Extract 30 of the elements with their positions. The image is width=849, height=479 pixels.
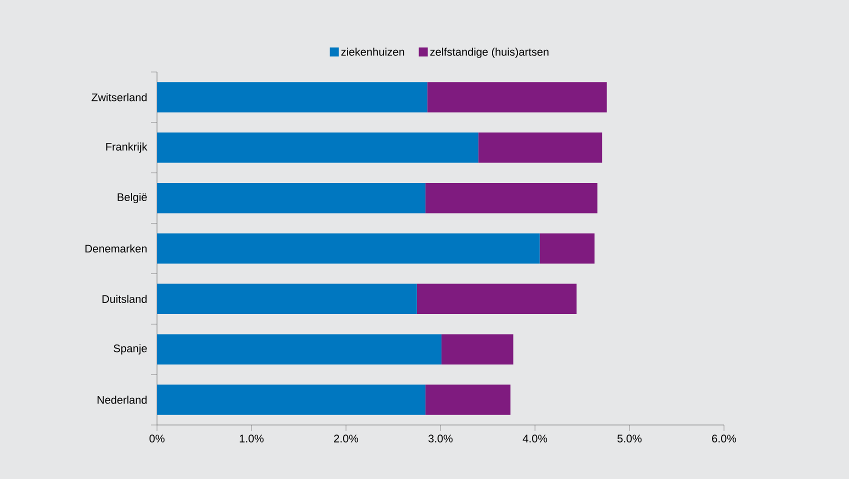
y-tick-label: Nederland	[98, 396, 147, 404]
y-tick-label: Zwitserland	[92, 93, 147, 102]
bar	[427, 82, 607, 112]
bar	[157, 132, 478, 163]
x-tick-label: 0%	[150, 434, 165, 442]
y-tick-label: Duitsland	[102, 294, 147, 303]
y-tick-label: Frankrijk	[106, 142, 148, 153]
bar	[425, 384, 510, 415]
legend-label: ziekenhuizen	[341, 48, 404, 56]
bar	[478, 132, 602, 163]
bar	[157, 182, 426, 214]
y-tick-label: Spanje	[114, 344, 147, 354]
bar	[157, 284, 417, 314]
bar	[540, 233, 595, 264]
bar	[157, 384, 426, 415]
bar	[425, 182, 598, 214]
legend-label: zelfstandige (huis)artsen	[430, 48, 548, 58]
y-tick-label: Denemarken	[85, 244, 147, 253]
x-tick-label: 2.0%	[334, 434, 358, 442]
x-tick-label: 5.0%	[617, 434, 642, 442]
bar	[416, 284, 577, 314]
x-tick-label: 4.0%	[522, 434, 548, 442]
x-tick-label: 3.0%	[428, 434, 453, 442]
bar	[441, 334, 514, 364]
y-tick-label: België	[118, 192, 147, 204]
bar	[157, 334, 442, 364]
bar	[157, 233, 540, 264]
bar	[157, 82, 428, 112]
x-tick-label: 6.0%	[712, 434, 736, 442]
x-tick-label: 1.0%	[240, 434, 264, 442]
